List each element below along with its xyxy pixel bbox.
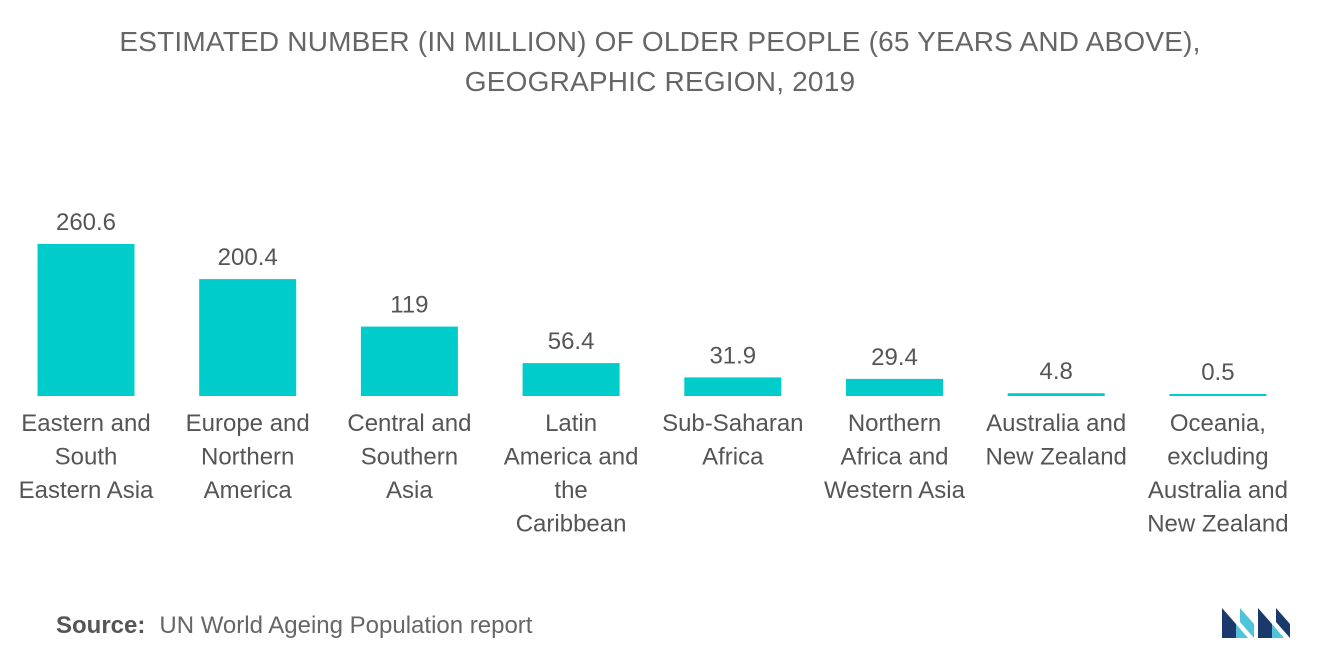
- value-label-1: 200.4: [218, 244, 278, 271]
- category-label-1-line-2: America: [204, 477, 293, 504]
- source-label: Source:: [56, 612, 146, 639]
- category-label-0: Eastern and South Eastern Asia: [19, 410, 154, 504]
- source-note: Source: UN World Ageing Population report: [56, 612, 532, 640]
- category-label-3-line-1: America and: [504, 444, 639, 471]
- category-label-1-line-0: Europe and: [186, 410, 310, 437]
- category-label-5-line-1: Africa and: [840, 444, 948, 471]
- mordor-intelligence-logo-icon: [1222, 608, 1290, 638]
- category-label-7: Oceania, excluding Australia and New Zealan…: [1147, 410, 1288, 538]
- bar-3: [522, 363, 620, 396]
- value-label-6: 4.8: [1040, 358, 1073, 385]
- category-label-2-line-1: Southern: [361, 444, 458, 471]
- value-label-3: 56.4: [548, 328, 595, 355]
- category-label-3-line-0: Latin: [545, 410, 597, 437]
- category-label-1-line-1: Northern: [201, 444, 294, 471]
- source-text: UN World Ageing Population report: [159, 612, 533, 639]
- chart-title-line-2: GEOGRAPHIC REGION, 2019: [464, 66, 856, 97]
- chart-title: ESTIMATED NUMBER (IN MILLION) OF OLDER P…: [0, 22, 1320, 102]
- category-label-7-line-3: New Zealand: [1147, 511, 1288, 538]
- category-label-0-line-2: Eastern Asia: [19, 477, 154, 504]
- category-label-1: Europe and Northern America: [186, 410, 310, 504]
- category-label-5: Northern Africa and Western Asia: [824, 410, 966, 504]
- bar-1: [199, 279, 297, 396]
- bar-5: [846, 378, 943, 396]
- value-label-2: 119: [390, 292, 428, 319]
- category-label-0-line-1: South: [55, 444, 118, 471]
- category-label-3-line-2: the: [554, 477, 587, 504]
- category-label-5-line-0: Northern: [848, 410, 941, 437]
- category-label-7-line-2: Australia and: [1148, 477, 1288, 504]
- bar-2: [360, 326, 458, 396]
- category-label-7-line-0: Oceania,: [1170, 410, 1266, 437]
- category-label-6-line-0: Australia and: [986, 410, 1126, 437]
- category-label-4: Sub-Saharan Africa: [662, 410, 803, 471]
- category-label-5-line-2: Western Asia: [824, 477, 966, 504]
- category-label-4-line-1: Africa: [702, 444, 764, 471]
- category-label-6-line-1: New Zealand: [985, 444, 1126, 471]
- category-label-0-line-0: Eastern and: [21, 410, 150, 437]
- value-label-5: 29.4: [871, 344, 918, 371]
- category-label-3: Latin America and the Caribbean: [504, 410, 639, 538]
- bar-6: [1007, 393, 1105, 396]
- category-label-3-line-3: Caribbean: [516, 511, 627, 538]
- value-label-4: 31.9: [709, 342, 756, 369]
- category-label-4-line-0: Sub-Saharan: [662, 410, 803, 437]
- category-label-6: Australia and New Zealand: [985, 410, 1126, 471]
- bar-7: [1169, 394, 1267, 396]
- bar-chart: 260.6 Eastern and South Eastern Asia 200.4 Eu…: [19, 209, 1289, 538]
- value-label-0: 260.6: [56, 209, 116, 236]
- category-label-7-line-1: excluding: [1167, 444, 1268, 471]
- chart-title-line-1: ESTIMATED NUMBER (IN MILLION) OF OLDER P…: [119, 26, 1201, 57]
- bar-0: [37, 244, 135, 396]
- category-label-2-line-2: Asia: [386, 477, 433, 504]
- value-label-7: 0.5: [1201, 359, 1234, 386]
- bar-4: [684, 377, 782, 396]
- category-label-2-line-0: Central and: [347, 410, 471, 437]
- category-label-2: Central and Southern Asia: [347, 410, 471, 504]
